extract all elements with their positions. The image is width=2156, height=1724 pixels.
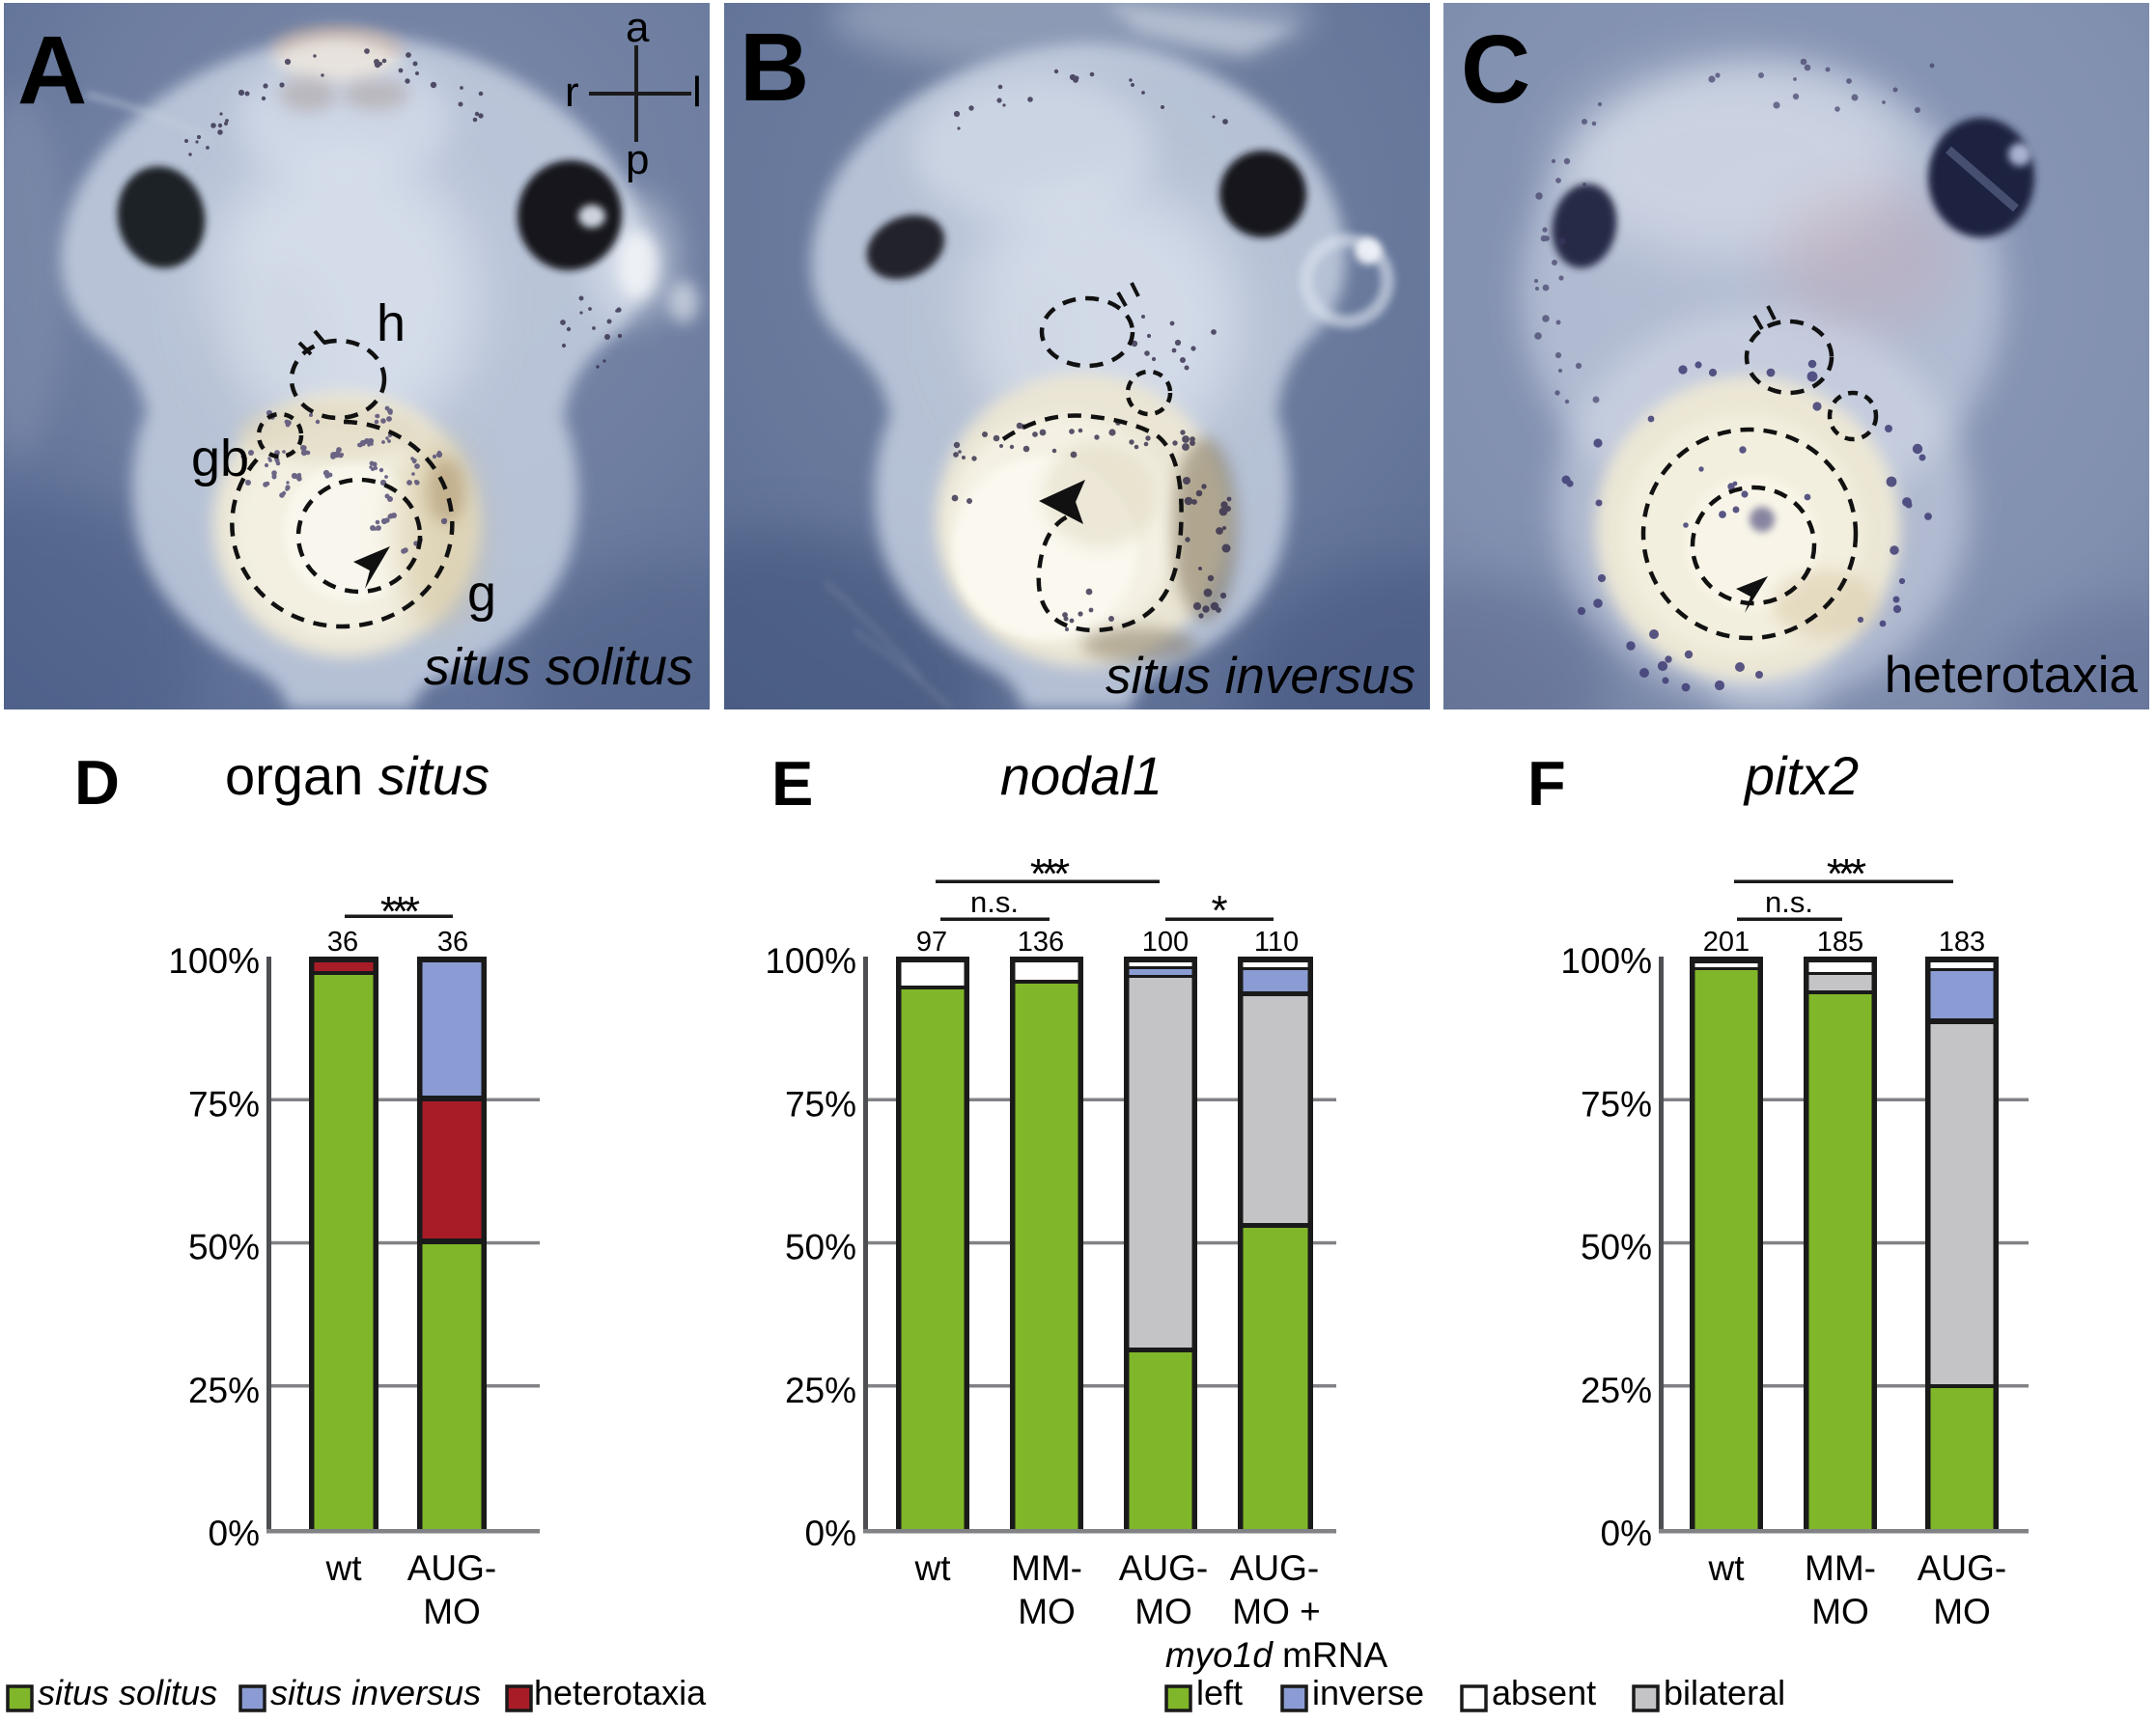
svg-text:situs inversus: situs inversus bbox=[270, 1673, 481, 1712]
svg-text:25%: 25% bbox=[1581, 1371, 1652, 1410]
svg-text:D: D bbox=[74, 747, 120, 818]
svg-text:F: F bbox=[1527, 748, 1566, 819]
svg-text:0%: 0% bbox=[209, 1514, 260, 1553]
svg-text:0%: 0% bbox=[805, 1514, 856, 1553]
svg-text:AUG-: AUG- bbox=[1230, 1548, 1320, 1588]
svg-text:heterotaxia: heterotaxia bbox=[1885, 647, 2139, 704]
svg-text:n.s.: n.s. bbox=[970, 885, 1019, 919]
svg-text:left: left bbox=[1196, 1673, 1243, 1712]
svg-text:myo1d mRNA: myo1d mRNA bbox=[1165, 1635, 1388, 1675]
svg-text:MM-: MM- bbox=[1805, 1548, 1876, 1588]
svg-text:nodal1: nodal1 bbox=[1000, 745, 1162, 806]
svg-text:E: E bbox=[771, 748, 813, 819]
svg-text:75%: 75% bbox=[188, 1084, 260, 1124]
svg-text:***: *** bbox=[1827, 850, 1866, 898]
svg-text:183: 183 bbox=[1939, 927, 1985, 958]
svg-text:situs solitus: situs solitus bbox=[424, 638, 693, 696]
svg-text:wt: wt bbox=[325, 1548, 363, 1588]
svg-text:MO: MO bbox=[1933, 1592, 1991, 1631]
svg-text:100%: 100% bbox=[1560, 941, 1652, 981]
svg-text:C: C bbox=[1461, 15, 1530, 124]
svg-text:MO: MO bbox=[1134, 1592, 1192, 1631]
svg-text:25%: 25% bbox=[785, 1371, 856, 1410]
svg-text:110: 110 bbox=[1254, 927, 1299, 958]
svg-text:h: h bbox=[377, 294, 406, 352]
svg-text:r: r bbox=[565, 69, 579, 116]
svg-text:136: 136 bbox=[1018, 927, 1064, 958]
svg-text:MO +: MO + bbox=[1232, 1592, 1321, 1631]
svg-text:g: g bbox=[467, 565, 496, 623]
svg-text:50%: 50% bbox=[785, 1228, 856, 1267]
svg-text:100%: 100% bbox=[765, 941, 856, 981]
svg-text:l: l bbox=[692, 69, 702, 116]
svg-text:36: 36 bbox=[327, 927, 358, 958]
svg-text:A: A bbox=[17, 16, 87, 125]
svg-text:36: 36 bbox=[437, 927, 468, 958]
svg-text:185: 185 bbox=[1817, 927, 1863, 958]
svg-text:AUG-: AUG- bbox=[407, 1548, 497, 1588]
svg-text:AUG-: AUG- bbox=[1918, 1548, 2007, 1588]
svg-text:50%: 50% bbox=[1581, 1228, 1652, 1267]
svg-text:n.s.: n.s. bbox=[1765, 885, 1813, 919]
svg-text:B: B bbox=[740, 14, 809, 122]
svg-text:gb: gb bbox=[191, 430, 249, 487]
svg-text:absent: absent bbox=[1492, 1673, 1596, 1712]
svg-text:pitx2: pitx2 bbox=[1743, 745, 1859, 806]
svg-text:wt: wt bbox=[1708, 1548, 1746, 1588]
svg-text:***: *** bbox=[1030, 850, 1070, 898]
svg-text:p: p bbox=[626, 136, 649, 183]
svg-text:heterotaxia: heterotaxia bbox=[534, 1673, 707, 1712]
svg-text:MO: MO bbox=[423, 1592, 481, 1631]
svg-text:75%: 75% bbox=[785, 1084, 856, 1124]
svg-text:situs solitus: situs solitus bbox=[38, 1673, 217, 1712]
svg-text:25%: 25% bbox=[188, 1371, 260, 1410]
svg-text:MO: MO bbox=[1811, 1592, 1869, 1631]
svg-text:0%: 0% bbox=[1601, 1514, 1652, 1553]
svg-text:201: 201 bbox=[1703, 927, 1750, 958]
svg-text:100%: 100% bbox=[168, 941, 260, 981]
svg-text:MO: MO bbox=[1018, 1592, 1076, 1631]
svg-text:a: a bbox=[626, 4, 650, 51]
svg-text:MM-: MM- bbox=[1011, 1548, 1082, 1588]
svg-text:*: * bbox=[1211, 887, 1227, 934]
svg-text:97: 97 bbox=[916, 927, 947, 958]
svg-text:organ situs: organ situs bbox=[225, 745, 490, 806]
svg-text:inverse: inverse bbox=[1312, 1673, 1424, 1712]
svg-text:***: *** bbox=[380, 888, 420, 935]
svg-text:75%: 75% bbox=[1581, 1084, 1652, 1124]
svg-text:100: 100 bbox=[1142, 927, 1189, 958]
svg-text:50%: 50% bbox=[188, 1228, 260, 1267]
svg-text:wt: wt bbox=[914, 1548, 952, 1588]
svg-text:situs inversus: situs inversus bbox=[1106, 648, 1415, 705]
svg-text:bilateral: bilateral bbox=[1664, 1673, 1785, 1712]
svg-text:AUG-: AUG- bbox=[1119, 1548, 1209, 1588]
